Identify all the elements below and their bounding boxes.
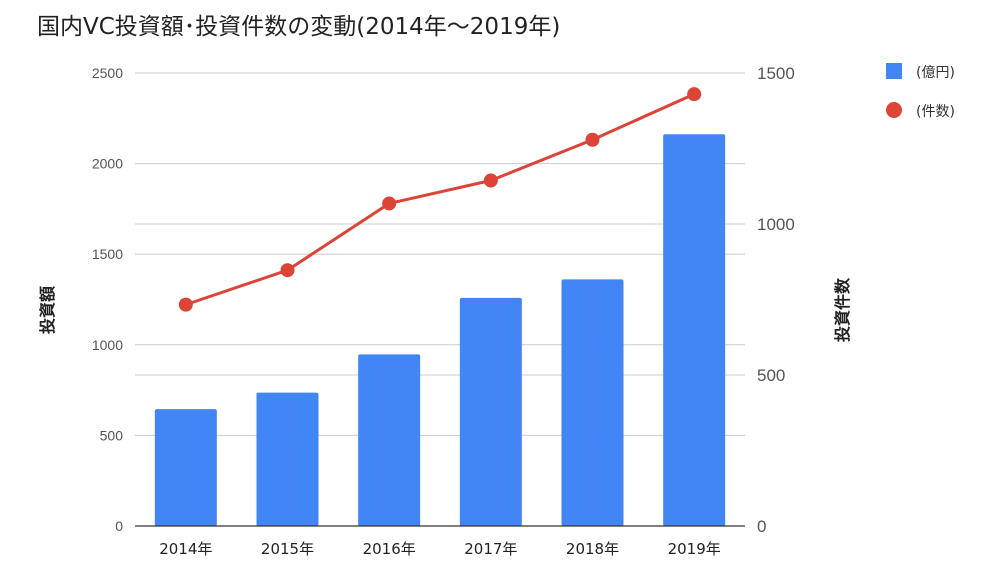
y-tick-right-500: 500	[757, 366, 785, 385]
y-axis-right-title: 投資件数	[833, 277, 852, 342]
x-tick-2019年: 2019年	[668, 540, 721, 558]
y-tick-left-1000: 1000	[92, 337, 123, 353]
y-tick-left-1500: 1500	[92, 246, 123, 262]
y-tick-left-2500: 2500	[92, 65, 123, 81]
line-point-2017年	[483, 173, 498, 188]
gridlines	[135, 72, 745, 436]
y-tick-right-1500: 1500	[757, 64, 795, 83]
bar-2019年	[663, 134, 726, 526]
chart-title: 国内VC投資額･投資件数の変動(2014年〜2019年)	[37, 14, 560, 40]
legend-label-bar-series: (億円)	[916, 65, 955, 81]
line-series	[178, 87, 702, 312]
x-tick-2016年: 2016年	[363, 540, 416, 558]
bar-2018年	[561, 279, 624, 526]
x-tick-2015年: 2015年	[261, 540, 314, 558]
legend-swatch-circle	[886, 102, 902, 118]
legend: (億円) (件数)	[886, 63, 955, 120]
x-tick-2017年: 2017年	[464, 540, 517, 558]
bar-2015年	[256, 392, 319, 526]
line-point-2018年	[585, 132, 600, 147]
x-tick-2014年: 2014年	[159, 540, 212, 558]
legend-item-line-series: (件数)	[886, 102, 955, 120]
legend-item-bar-series: (億円)	[886, 63, 955, 81]
line-point-2016年	[382, 196, 397, 211]
legend-swatch-square	[886, 63, 902, 79]
y-tick-left-0: 0	[115, 518, 123, 534]
legend-label-line-series: (件数)	[916, 104, 955, 120]
line-point-2015年	[280, 263, 295, 278]
bar-2016年	[358, 354, 421, 526]
bar-2017年	[459, 297, 522, 526]
y-tick-left-2000: 2000	[92, 156, 123, 172]
bar-series	[154, 134, 726, 526]
line-point-2019年	[687, 87, 702, 102]
x-tick-2018年: 2018年	[566, 540, 619, 558]
line-path	[185, 92, 695, 307]
bar-2014年	[154, 409, 217, 526]
y-tick-right-0: 0	[757, 517, 766, 536]
y-tick-left-500: 500	[100, 427, 124, 443]
axes: 0 500 1000 1500 2000 2500 0 500 1000 1500 2014年 201…	[92, 64, 795, 558]
y-axis-left-title: 投資額	[38, 286, 57, 334]
line-point-2014年	[178, 297, 193, 312]
y-tick-right-1000: 1000	[757, 215, 795, 234]
